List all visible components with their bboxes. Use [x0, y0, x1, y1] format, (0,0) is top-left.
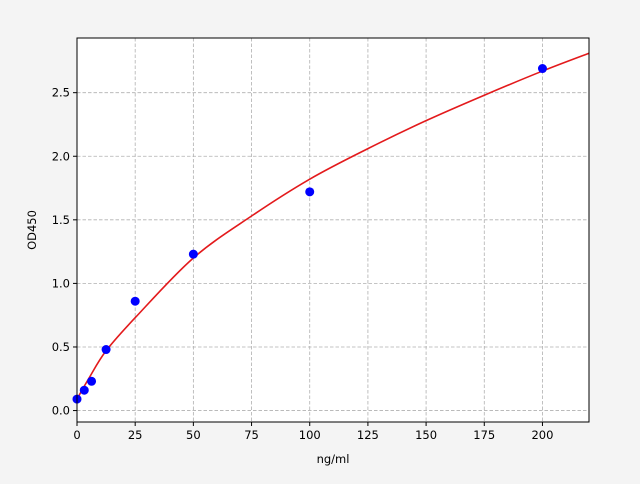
x-tick-label: 50 — [186, 428, 201, 442]
x-tick-label: 0 — [73, 428, 80, 442]
data-points — [72, 64, 547, 404]
x-tick-label: 25 — [128, 428, 143, 442]
y-axis-label: OD450 — [25, 210, 39, 250]
axes-frame — [76, 37, 590, 423]
data-point — [79, 385, 89, 395]
data-point — [87, 376, 97, 386]
y-tick-label: 0.0 — [52, 404, 70, 418]
y-tick-label: 0.5 — [52, 340, 70, 354]
data-point — [101, 345, 111, 355]
data-point — [305, 187, 315, 197]
x-tick-label: 175 — [473, 428, 495, 442]
x-axis-label: ng/ml — [317, 452, 350, 466]
data-point — [537, 64, 547, 74]
grid — [76, 38, 589, 422]
plot-area — [77, 38, 589, 422]
x-tick-label: 100 — [299, 428, 321, 442]
y-tick-label: 1.5 — [52, 213, 70, 227]
y-tick-label: 1.0 — [52, 276, 70, 290]
x-tick-label: 75 — [244, 428, 259, 442]
x-tick-label: 150 — [415, 428, 437, 442]
y-tick-label: 2.5 — [52, 86, 70, 100]
y-tick-label: 2.0 — [52, 149, 70, 163]
x-tick-label: 125 — [357, 428, 379, 442]
data-point — [188, 249, 198, 259]
x-tick-label: 200 — [531, 428, 553, 442]
ticks: 0 25 50 75 100 125 150 175 200 0.0 0.5 1.0 1.5 2.0 2.5 — [52, 86, 554, 442]
data-point — [130, 296, 140, 306]
